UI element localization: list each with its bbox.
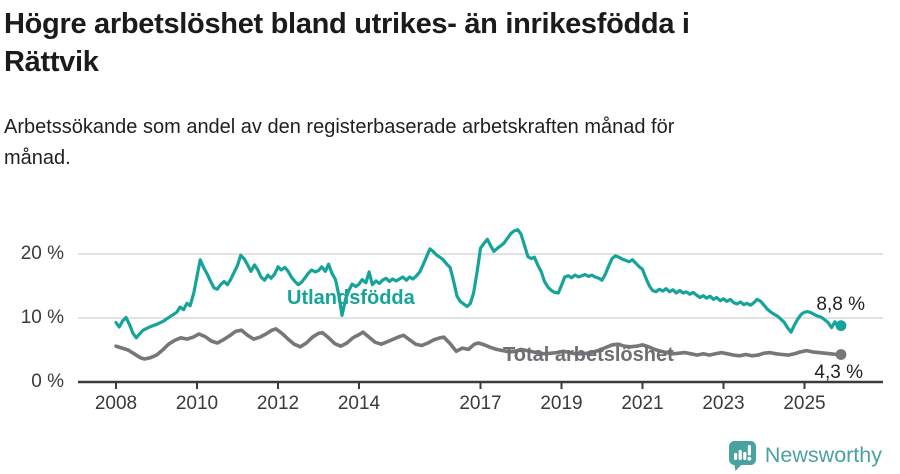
- y-axis-label-20: 20 %: [20, 243, 64, 264]
- chart-subtitle: Arbetssökande som andel av den registerb…: [4, 112, 804, 174]
- series-label-total-arbetsloshet: Total arbetslöshet: [503, 344, 674, 366]
- x-axis-tick-label: 2025: [783, 393, 826, 414]
- x-axis-tick-label: 2019: [540, 393, 583, 414]
- x-axis-tick-label: 2021: [621, 393, 664, 414]
- y-axis-label-10: 10 %: [20, 307, 64, 328]
- x-axis-tick-label: 2017: [459, 393, 502, 414]
- series-line-0: [114, 228, 843, 340]
- x-axis-tick-label: 2008: [94, 393, 138, 414]
- page-title: Högre arbetslöshet bland utrikes- än inr…: [4, 5, 874, 81]
- brand-name: Newsworthy: [764, 442, 882, 467]
- x-axis-tick-label: 2012: [256, 393, 300, 414]
- chart-subtitle-line2: månad.: [4, 147, 71, 169]
- page-title-line1: Högre arbetslöshet bland utrikes- än inr…: [4, 8, 690, 40]
- x-axis-tick-label: 2014: [337, 393, 381, 414]
- x-axis-tick-label: 2023: [702, 393, 745, 414]
- end-value-label-total: 4,3 %: [814, 362, 863, 383]
- newsworthy-logo-icon: [728, 440, 756, 471]
- line-chart: [78, 228, 883, 389]
- series-label-utlandsfodda: Utlandsfödda: [287, 287, 415, 309]
- brand-footer: Newsworthy: [726, 438, 882, 472]
- series-line-1: [114, 327, 843, 361]
- chart-subtitle-line1: Arbetssökande som andel av den registerb…: [4, 116, 675, 138]
- page-title-line2: Rättvik: [4, 46, 99, 78]
- x-axis-tick-label: 2010: [175, 393, 219, 414]
- y-axis-label-0: 0 %: [31, 371, 64, 392]
- series-end-dot-0: [835, 320, 847, 332]
- series-end-dot-1: [835, 349, 847, 360]
- end-value-label-utlandsfodda: 8,8 %: [816, 294, 865, 315]
